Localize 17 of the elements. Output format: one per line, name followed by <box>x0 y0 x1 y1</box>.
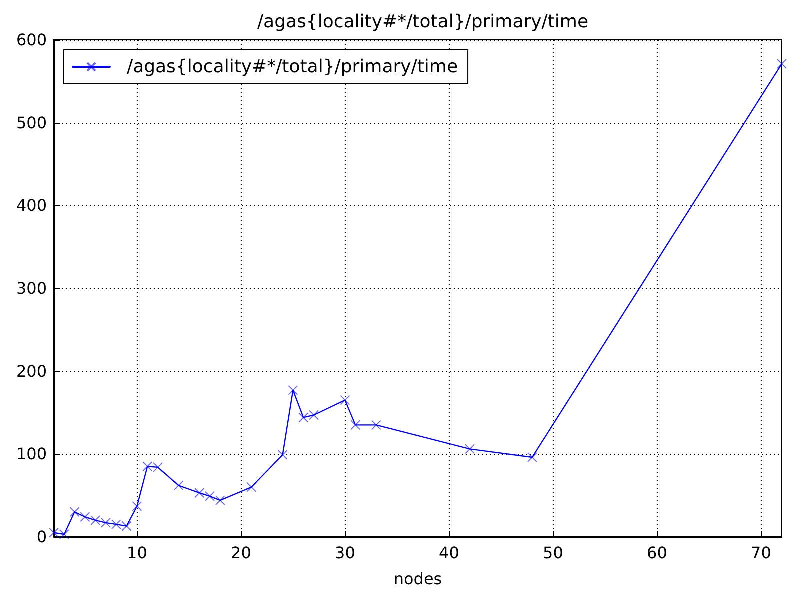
x-tick-label: 10 <box>127 544 148 562</box>
x-tick-label: 40 <box>439 544 460 562</box>
chart-title: /agas{locality#*/total}/primary/time <box>257 12 589 32</box>
x-tick-label: 50 <box>543 544 564 562</box>
x-tick-label: 70 <box>751 544 772 562</box>
y-tick-label: 600 <box>16 30 47 50</box>
y-tick-label: 300 <box>16 279 47 298</box>
x-tick-label: 60 <box>647 544 668 562</box>
y-tick-label: 100 <box>16 444 47 464</box>
y-tick-label: 0 <box>36 528 47 546</box>
x-tick-label: 20 <box>231 544 252 562</box>
legend-label: /agas{locality#*/total}/primary/time <box>127 56 458 78</box>
x-tick-label: 30 <box>335 544 356 562</box>
y-tick-label: 200 <box>16 362 47 381</box>
y-tick-label: 400 <box>16 196 47 216</box>
y-tick-label: 500 <box>16 113 47 132</box>
x-axis-title: nodes <box>394 570 442 588</box>
